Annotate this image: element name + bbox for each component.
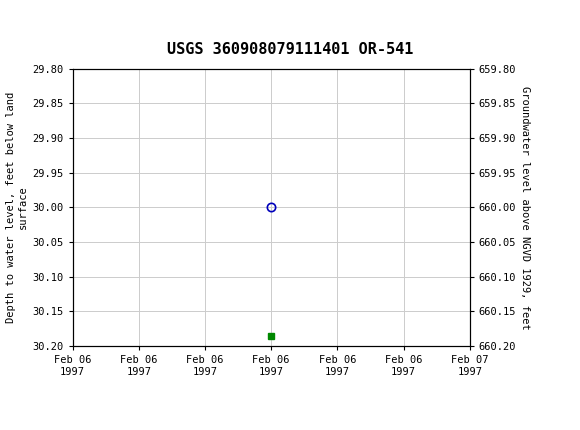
FancyBboxPatch shape xyxy=(3,5,46,36)
Text: USGS 360908079111401 OR-541: USGS 360908079111401 OR-541 xyxy=(167,42,413,57)
Y-axis label: Groundwater level above NGVD 1929, feet: Groundwater level above NGVD 1929, feet xyxy=(520,86,531,329)
Text: ≡USGS: ≡USGS xyxy=(3,11,57,29)
Y-axis label: Depth to water level, feet below land
surface: Depth to water level, feet below land su… xyxy=(6,92,28,323)
